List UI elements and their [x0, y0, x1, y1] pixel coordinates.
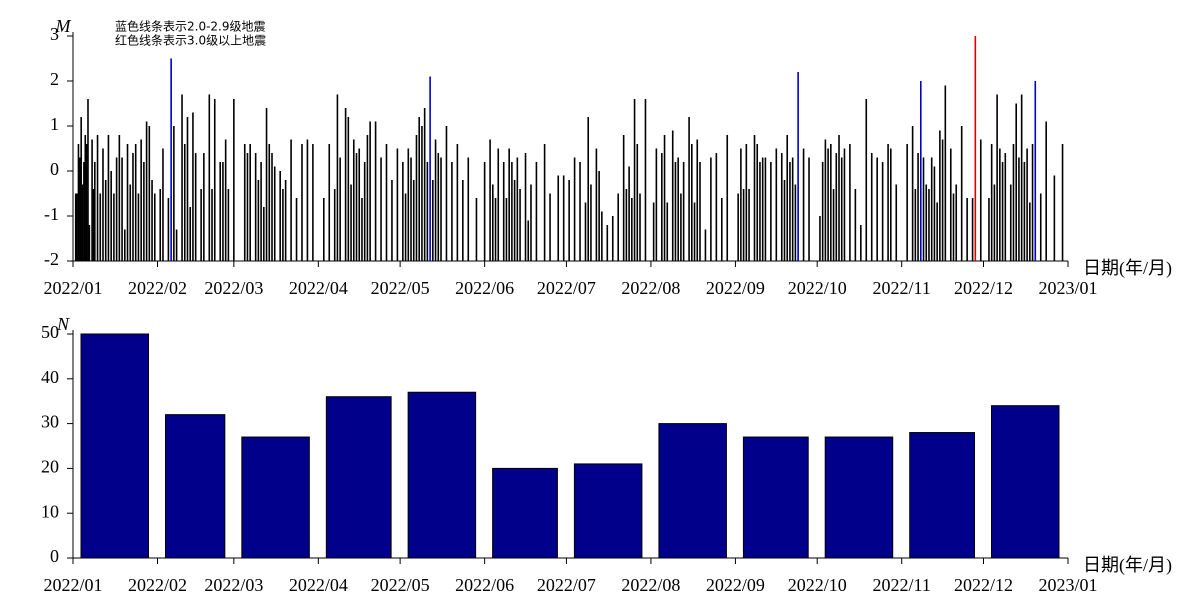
x-tick-label: 2022/07	[537, 575, 596, 595]
x-tick-label: 2022/02	[128, 278, 187, 298]
x-tick-label: 2022/04	[289, 278, 348, 298]
x-tick-label: 2022/09	[706, 575, 765, 595]
x-tick-label: 2022/08	[621, 278, 680, 298]
x-tick-label: 2022/06	[455, 278, 514, 298]
x-tick-label: 2022/03	[204, 575, 263, 595]
y-tick-label: 30	[41, 412, 59, 432]
x-tick-label: 2022/05	[371, 278, 430, 298]
bar	[165, 414, 226, 559]
x-tick-label: 2022/04	[289, 575, 348, 595]
y-tick-label: -2	[44, 249, 59, 269]
y-axis-label: N	[56, 314, 70, 334]
x-tick-label: 2022/08	[621, 575, 680, 595]
y-tick-label: 40	[41, 367, 59, 387]
y-axis-label: M	[55, 16, 72, 36]
x-tick-label: 2022/10	[788, 575, 847, 595]
y-tick-label: 10	[41, 501, 59, 521]
bar	[407, 391, 477, 559]
x-tick-label: 2022/12	[954, 278, 1013, 298]
x-tick-label: 2022/06	[455, 575, 514, 595]
bar	[990, 405, 1060, 559]
y-tick-label: -1	[44, 204, 59, 224]
y-tick-label: 1	[50, 114, 59, 134]
bar	[658, 423, 727, 559]
y-tick-label: 2	[50, 69, 59, 89]
bar	[742, 436, 809, 559]
y-tick-label: 20	[41, 457, 59, 477]
x-tick-label: 2022/12	[954, 575, 1013, 595]
bar	[824, 436, 894, 559]
legend-entry: 蓝色线条表示2.0-2.9级地震	[115, 20, 266, 34]
x-axis-label: 日期(年/月)	[1083, 258, 1172, 279]
bar	[492, 467, 558, 559]
bar	[80, 333, 150, 559]
x-tick-label: 2022/11	[873, 575, 931, 595]
x-tick-label: 2022/09	[706, 278, 765, 298]
y-tick-label: 50	[41, 322, 59, 342]
x-tick-label: 2023/01	[1038, 278, 1097, 298]
bar	[325, 396, 392, 559]
x-tick-label: 2022/10	[788, 278, 847, 298]
bar	[909, 432, 975, 559]
bar	[241, 436, 310, 559]
x-tick-label: 2022/03	[204, 278, 263, 298]
x-tick-label: 2023/01	[1038, 575, 1097, 595]
x-tick-label: 2022/07	[537, 278, 596, 298]
x-tick-label: 2022/05	[371, 575, 430, 595]
x-tick-label: 2022/01	[43, 278, 102, 298]
x-tick-label: 2022/11	[873, 278, 931, 298]
bar	[573, 463, 643, 559]
x-tick-label: 2022/01	[43, 575, 102, 595]
x-tick-label: 2022/02	[128, 575, 187, 595]
y-tick-label: 3	[50, 24, 59, 44]
y-tick-label: 0	[50, 546, 59, 566]
x-axis-label: 日期(年/月)	[1083, 555, 1172, 576]
legend-entry: 红色线条表示3.0级以上地震	[115, 33, 266, 48]
y-tick-label: 0	[50, 159, 59, 179]
